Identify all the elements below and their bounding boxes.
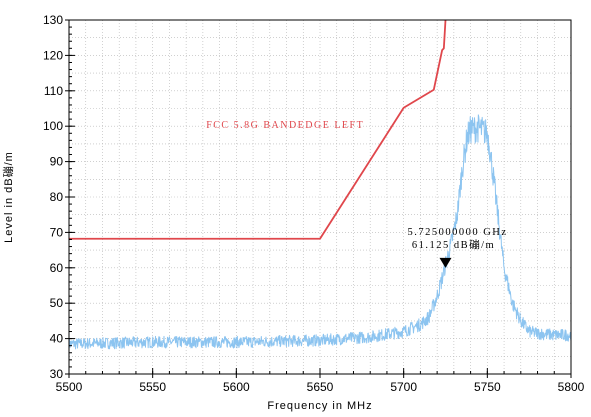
x-tick-label: 5500 [56,380,83,394]
y-tick-label: 100 [43,119,63,133]
y-tick-label: 80 [50,190,64,204]
y-tick-label: 50 [50,296,64,310]
y-tick-label: 130 [43,13,63,27]
y-axis-title: Level in dB磞/m [2,151,15,243]
x-tick-label: 5650 [307,380,334,394]
x-tick-label: 5750 [474,380,501,394]
y-tick-label: 60 [50,261,64,275]
x-tick-label: 5550 [139,380,166,394]
y-tick-label: 30 [50,367,64,381]
x-tick-label: 5700 [390,380,417,394]
y-tick-label: 110 [44,84,63,98]
y-tick-label: 120 [43,48,63,62]
y-tick-label: 90 [50,155,64,169]
x-tick-label: 5600 [223,380,250,394]
marker-level-label: 61.125 dB磞/m [412,239,495,251]
marker-frequency-label: 5.725000000 GHz [407,227,507,238]
x-axis-title: Frequency in MHz [267,400,372,412]
y-tick-label: 40 [50,332,64,346]
x-tick-label: 5800 [558,380,585,394]
limit-line-label: FCC 5.8G BANDEDGE LEFT [206,120,364,131]
y-tick-label: 70 [50,225,64,239]
